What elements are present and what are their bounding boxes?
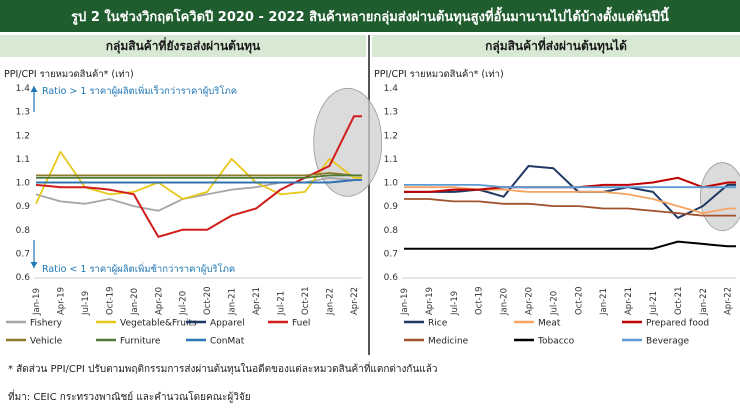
x-tick-label: Jan-21 (228, 288, 238, 316)
y-tick-label: 1.2 (384, 131, 398, 141)
x-tick-label: Jan-20 (130, 288, 140, 316)
series-line-conmat (36, 179, 362, 184)
series-line-furniture (36, 174, 362, 179)
legend-label: Fuel (292, 319, 310, 329)
x-tick-label: Oct-19 (475, 286, 485, 315)
y-tick-label: 1.4 (384, 84, 399, 94)
x-tick-label: Apr-19 (425, 287, 435, 315)
legend-label: Medicine (428, 337, 469, 347)
x-tick-label: Jan-22 (699, 288, 709, 316)
y-axis-label-0: PPI/CPI รายหมวดสินค้า* (เท่า) (4, 69, 134, 80)
x-tick-label: Oct-20 (203, 286, 213, 315)
x-tick-label: Apr-20 (525, 287, 535, 315)
legend-label: Apparel (210, 319, 245, 329)
legend-label: Rice (428, 319, 448, 329)
x-tick-label: Jul-20 (179, 291, 189, 316)
legend-label: Meat (538, 319, 561, 329)
series-line-rice (404, 165, 736, 219)
y-tick-label: 1.4 (16, 84, 31, 94)
legend-label: Fishery (30, 319, 63, 329)
highlight-ellipse (313, 87, 383, 197)
legend-label: Vegetable&Fruits (120, 319, 197, 329)
panel-divider (368, 35, 370, 355)
x-tick-label: Jul-19 (450, 291, 460, 316)
highlight-ellipse (700, 162, 740, 232)
x-tick-label: Apr-22 (724, 287, 734, 315)
series-line-medicine (404, 198, 736, 217)
y-tick-label: 1.0 (384, 179, 399, 189)
x-tick-label: Jan-22 (325, 288, 335, 316)
down-arrow-head (30, 262, 38, 268)
left-panel-header: กลุ่มสินค้าที่ยังรอส่งผ่านต้นทุน (0, 35, 366, 57)
y-tick-label: 0.7 (384, 249, 398, 259)
y-tick-label: 1.3 (16, 108, 30, 118)
y-tick-label: 0.6 (384, 273, 399, 283)
x-tick-label: Apr-21 (624, 287, 634, 315)
x-tick-label: Apr-19 (56, 287, 66, 315)
x-tick-label: Apr-21 (252, 287, 262, 315)
series-line-beverage (404, 184, 736, 189)
x-tick-label: Jan-19 (400, 288, 410, 316)
y-tick-label: 1.3 (384, 108, 398, 118)
y-tick-label: 0.8 (384, 226, 399, 236)
legend-label: Furniture (120, 337, 161, 347)
x-tick-label: Apr-20 (154, 287, 164, 315)
series-line-meat (404, 186, 736, 215)
footnote: * สัดส่วน PPI/CPI ปรับตามพฤติกรรมการส่งผ… (8, 364, 438, 375)
x-tick-label: Jul-21 (277, 291, 287, 316)
series-line-vehicle (36, 172, 362, 177)
x-tick-label: Jul-21 (649, 291, 659, 316)
series-line-vegetable-fruits (35, 150, 362, 205)
series-line-fuel (35, 115, 362, 238)
x-tick-label: Apr-22 (350, 287, 360, 315)
figure-title: รูป 2 ในช่วงวิกฤตโควิดปี 2020 - 2022 สิน… (0, 0, 740, 32)
legend-label: ConMat (210, 337, 245, 347)
legend-label: Beverage (646, 337, 690, 347)
x-tick-label: Jul-20 (549, 291, 559, 316)
x-tick-label: Jan-19 (32, 288, 42, 316)
y-tick-label: 0.6 (16, 273, 31, 283)
x-tick-label: Oct-21 (301, 286, 311, 315)
y-tick-label: 1.0 (16, 179, 31, 189)
x-tick-label: Oct-20 (574, 286, 584, 315)
y-tick-label: 0.9 (384, 202, 399, 212)
x-tick-label: Jan-20 (500, 288, 510, 316)
x-tick-label: Jan-21 (599, 288, 609, 316)
y-tick-label: 0.7 (16, 249, 30, 259)
legend-label: Prepared food (646, 319, 709, 329)
y-tick-label: 1.2 (16, 131, 30, 141)
y-tick-label: 0.9 (16, 202, 31, 212)
y-axis-label-1: PPI/CPI รายหมวดสินค้า* (เท่า) (374, 69, 504, 80)
legend-label: Vehicle (30, 337, 63, 347)
y-tick-label: 0.8 (16, 226, 31, 236)
annotation-ratio-above: Ratio > 1 ราคาผู้ผลิตเพิ่มเร็วกว่าราคาผู… (42, 84, 237, 97)
y-tick-label: 1.1 (16, 155, 30, 165)
x-tick-label: Jul-19 (81, 291, 91, 316)
y-tick-label: 1.1 (384, 155, 398, 165)
right-panel-header: กลุ่มสินค้าที่ส่งผ่านต้นทุนได้ (372, 35, 740, 57)
series-line-tobacco (404, 240, 736, 250)
legend-label: Tobacco (537, 337, 575, 347)
up-arrow-head (30, 86, 38, 92)
annotation-ratio-below: Ratio < 1 ราคาผู้ผลิตเพิ่มช้ากว่าราคาผู้… (42, 262, 235, 275)
x-tick-label: Oct-21 (674, 286, 684, 315)
x-tick-label: Oct-19 (105, 286, 115, 315)
source-note: ที่มา: CEIC กระทรวงพาณิชย์ และคำนวณโดยคณ… (8, 392, 251, 403)
